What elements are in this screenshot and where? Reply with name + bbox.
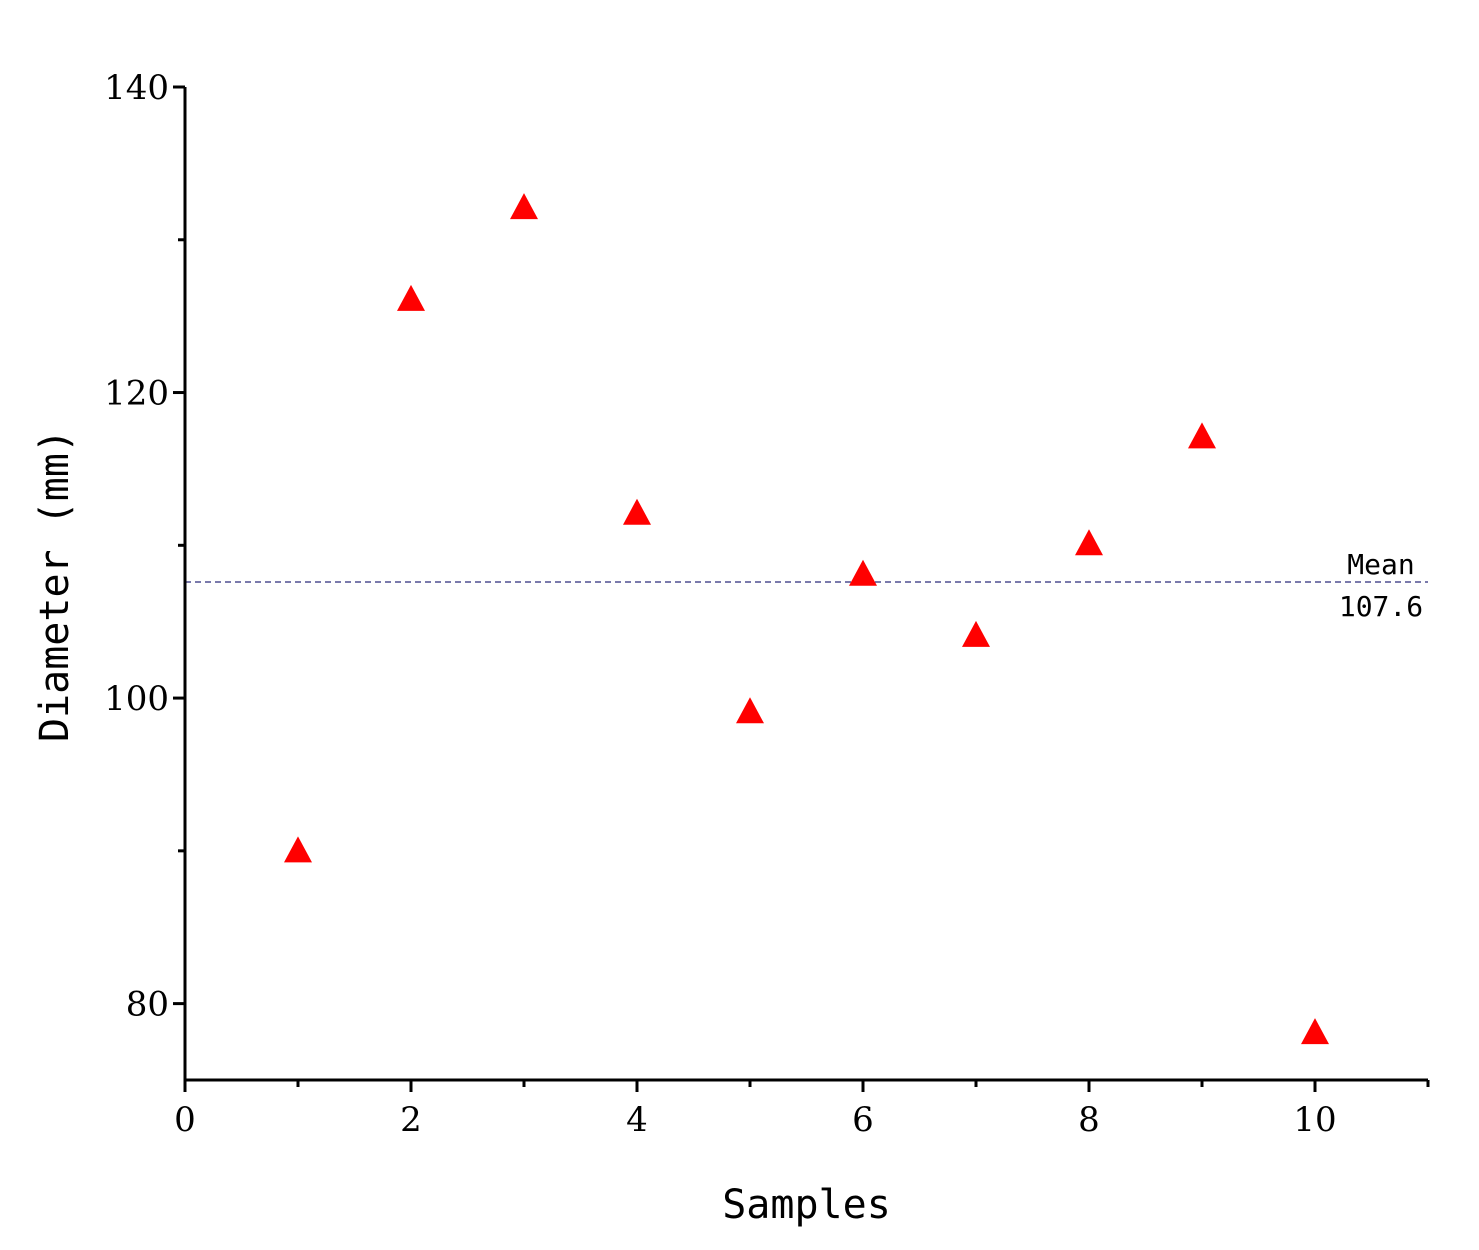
y-tick-label: 100 <box>104 679 169 719</box>
data-point <box>623 498 651 525</box>
data-point <box>962 620 990 647</box>
mean-label: Mean <box>1347 548 1414 581</box>
x-tick-label: 4 <box>626 1100 648 1140</box>
x-tick-label: 10 <box>1293 1100 1336 1140</box>
data-point <box>1301 1018 1329 1045</box>
plot-area <box>185 193 1428 1045</box>
data-point <box>736 697 764 724</box>
y-tick-label: 120 <box>104 374 169 414</box>
x-tick-label: 8 <box>1078 1100 1100 1140</box>
axes: 80 100 120 140 0 2 4 6 8 10 <box>104 68 1430 1140</box>
y-tick-label: 140 <box>104 68 169 108</box>
x-tick-label: 6 <box>852 1100 874 1140</box>
data-point <box>284 836 312 863</box>
data-point <box>397 284 425 311</box>
x-tick-label: 0 <box>174 1100 196 1140</box>
data-point <box>849 559 877 586</box>
data-point <box>510 193 538 220</box>
data-point <box>1188 422 1216 449</box>
mean-value-label: 107.6 <box>1339 590 1423 623</box>
data-point <box>1075 529 1103 556</box>
x-axis-title: Samples <box>722 1182 891 1228</box>
y-axis-title: Diameter (mm) <box>32 429 78 742</box>
x-tick-label: 2 <box>400 1100 422 1140</box>
y-tick-label: 80 <box>126 985 169 1025</box>
